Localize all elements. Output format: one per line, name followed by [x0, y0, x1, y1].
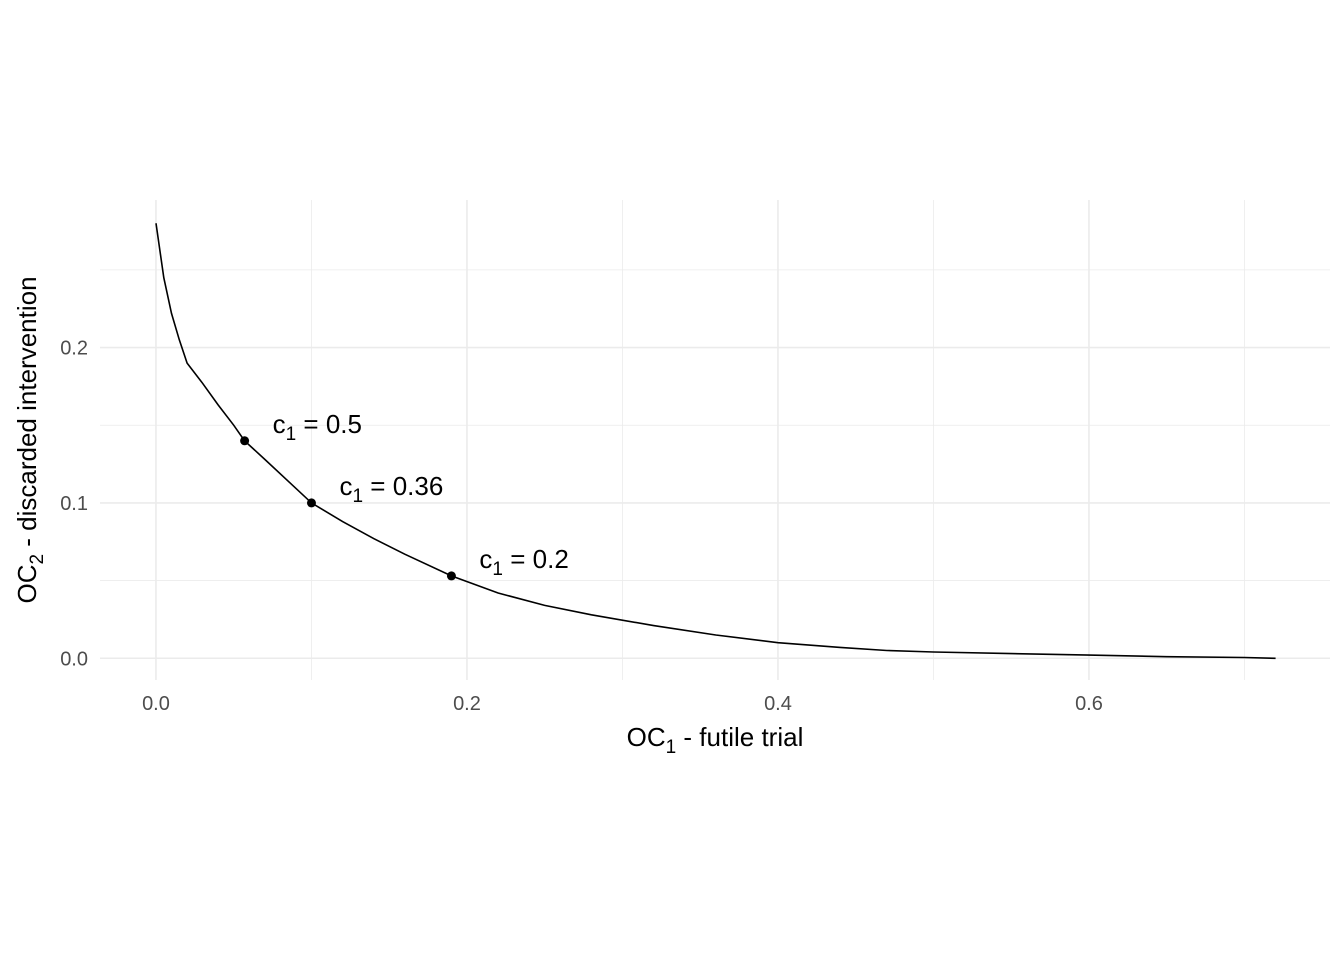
x-axis-title: OC1 - futile trial: [627, 722, 804, 758]
y-tick-label: 0.0: [60, 648, 88, 670]
y-axis-title-rest: - discarded intervention: [12, 276, 42, 553]
x-tick-label: 0.0: [142, 693, 170, 715]
y-axis-ticks: 0.0 0.1 0.2: [60, 338, 88, 671]
x-tick-label: 0.4: [764, 693, 792, 715]
x-tick-label: 0.6: [1075, 693, 1103, 715]
y-axis-title: OC2 - discarded intervention: [12, 276, 48, 603]
x-axis-title-sub: 1: [666, 737, 677, 758]
series-line: [155, 223, 1276, 660]
x-axis-title-rest: - futile trial: [676, 722, 803, 752]
gridlines: [100, 200, 1330, 680]
point-label: c1 = 0.2: [479, 544, 568, 580]
point-label: c1 = 0.5: [273, 409, 362, 445]
point-annotations: c1 = 0.5 c1 = 0.36 c1 = 0.2: [273, 409, 569, 580]
highlighted-point: [306, 498, 316, 508]
highlighted-point: [240, 436, 250, 446]
x-axis-title-main: OC: [627, 722, 666, 752]
point-label: c1 = 0.36: [339, 471, 443, 507]
highlighted-point: [446, 571, 456, 581]
y-axis-title-main: OC: [12, 565, 42, 604]
x-axis-ticks: 0.0 0.2 0.4 0.6: [142, 693, 1103, 715]
y-axis-title-sub: 2: [27, 554, 48, 565]
x-tick-label: 0.2: [453, 693, 481, 715]
highlighted-points: [240, 436, 456, 581]
y-tick-label: 0.2: [60, 338, 88, 360]
y-tick-label: 0.1: [60, 493, 88, 515]
